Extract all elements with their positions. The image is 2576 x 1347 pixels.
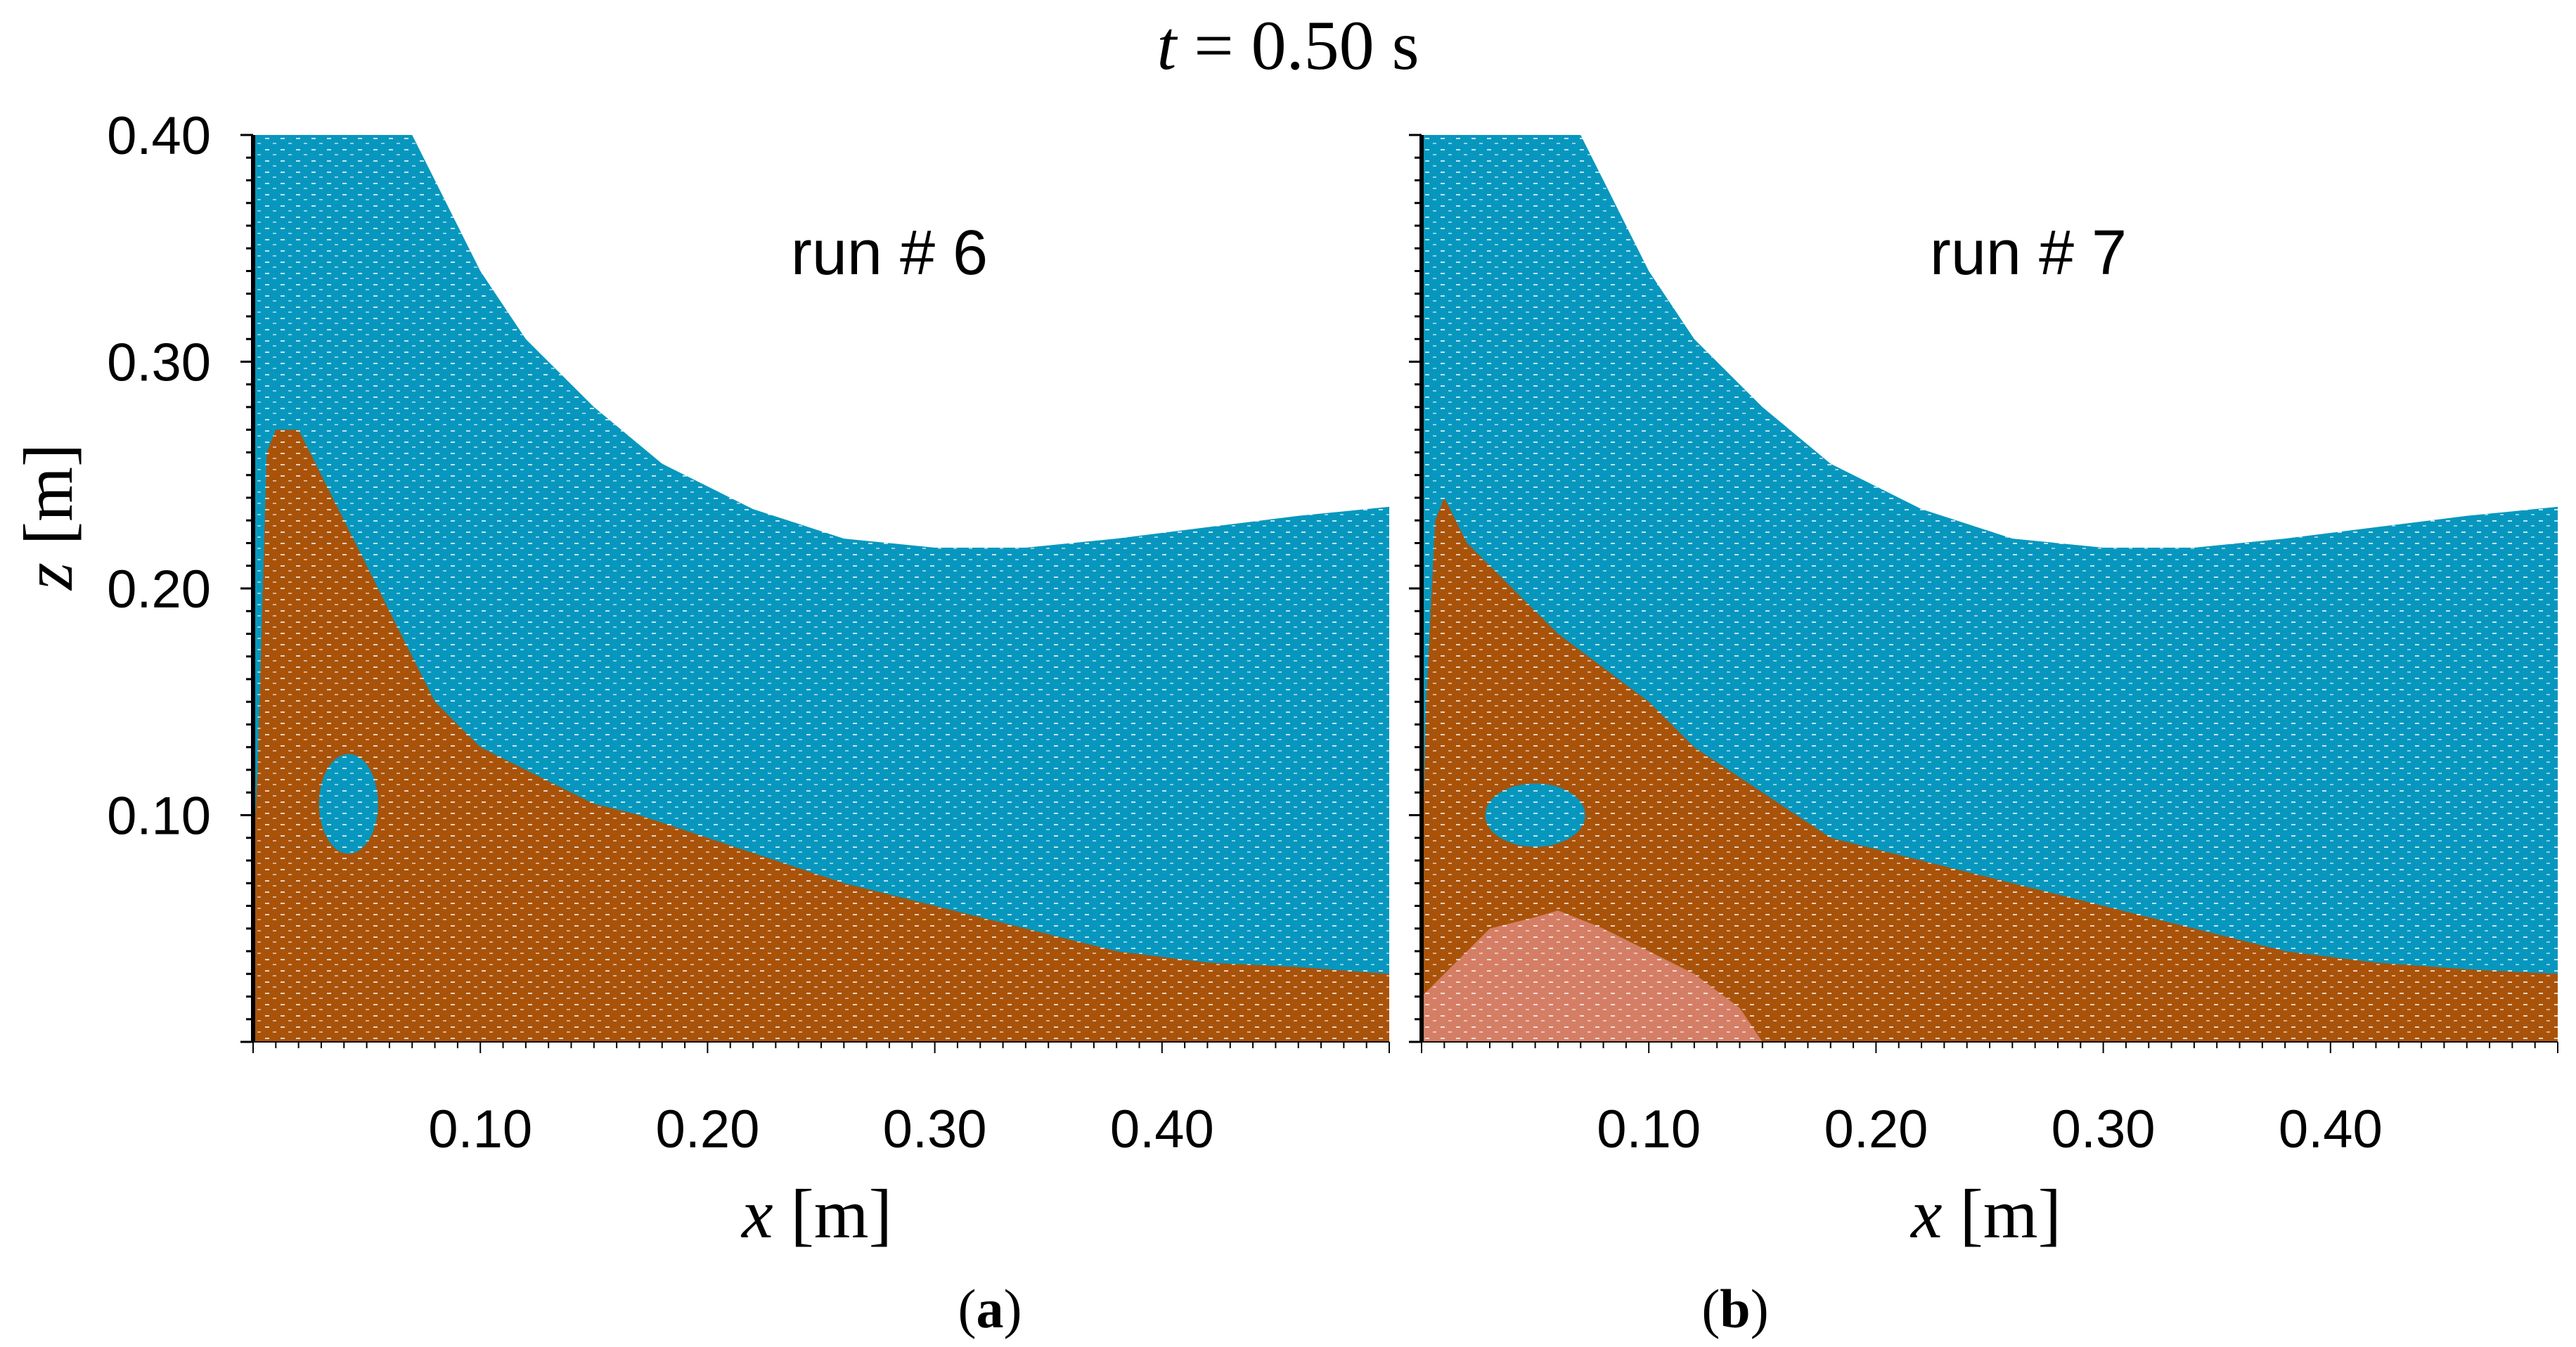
- figure-title: t = 0.50 s: [1157, 6, 1419, 84]
- y-axis-ticks: 0.10 0.20 0.30 0.40: [107, 106, 253, 1043]
- run-annotation: run # 6: [791, 218, 988, 288]
- x-tick-label: 0.40: [2279, 1100, 2383, 1159]
- panel-a: 0.10 0.20 0.30 0.40 0.10 0.20 0.30 0.40 run # …: [9, 106, 1390, 1339]
- x-axis-label: x [m]: [1910, 1175, 2061, 1253]
- y-tick-label: 0.10: [107, 787, 211, 846]
- title-variable: t: [1157, 6, 1178, 84]
- x-axis-label-unit: [m]: [773, 1175, 892, 1253]
- x-axis-label: x [m]: [740, 1175, 892, 1253]
- x-axis-label-unit: [m]: [1943, 1175, 2061, 1253]
- panel-b: 0.10 0.20 0.30 0.40 run # 7 x [m] (b): [1409, 134, 2558, 1339]
- speckle-overlay: [1422, 135, 2558, 1042]
- panel-label: (b): [1701, 1278, 1768, 1339]
- x-tick-label: 0.30: [883, 1100, 987, 1159]
- x-axis-label-variable: x: [1910, 1175, 1942, 1253]
- x-tick-label: 0.30: [2052, 1100, 2156, 1159]
- y-axis-label-variable: z: [9, 562, 87, 591]
- x-tick-label: 0.20: [655, 1100, 759, 1159]
- x-axis-label-variable: x: [740, 1175, 773, 1253]
- y-axis-ticks: [1409, 134, 1422, 1043]
- x-tick-label: 0.10: [1597, 1100, 1701, 1159]
- panel-letter: a: [977, 1278, 1004, 1339]
- panel-letter: b: [1720, 1278, 1750, 1339]
- y-axis-label: z [m]: [9, 444, 87, 591]
- x-tick-label: 0.20: [1824, 1100, 1928, 1159]
- y-tick-label: 0.30: [107, 333, 211, 393]
- x-tick-label: 0.40: [1110, 1100, 1214, 1159]
- speckle-overlay: [253, 135, 1389, 1042]
- run-annotation: run # 7: [1930, 218, 2127, 288]
- title-value: = 0.50 s: [1176, 6, 1419, 84]
- y-tick-label: 0.20: [107, 560, 211, 619]
- y-tick-label: 0.40: [107, 106, 211, 166]
- x-axis-ticks: 0.10 0.20 0.30 0.40: [252, 1042, 1390, 1159]
- panel-label: (a): [958, 1278, 1022, 1339]
- x-tick-label: 0.10: [428, 1100, 532, 1159]
- y-axis-label-unit: [m]: [9, 444, 87, 562]
- x-axis-ticks: 0.10 0.20 0.30 0.40: [1421, 1042, 2558, 1159]
